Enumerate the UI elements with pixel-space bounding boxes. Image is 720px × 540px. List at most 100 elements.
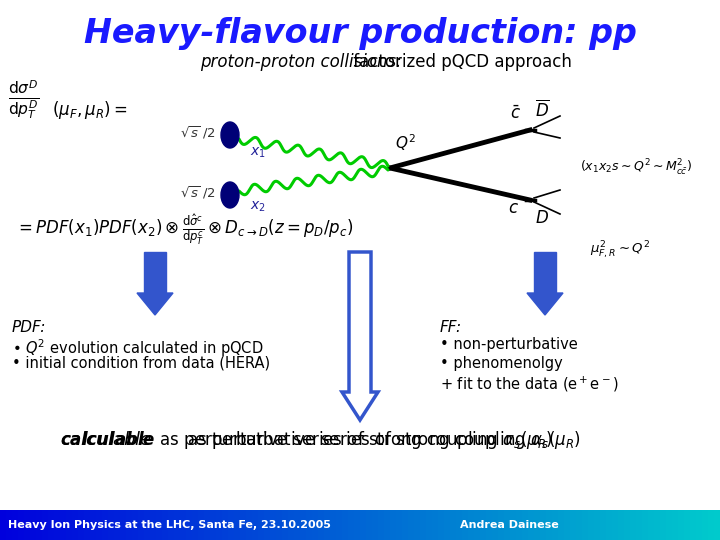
Bar [474, 510, 481, 540]
Bar [606, 510, 613, 540]
Bar [582, 510, 589, 540]
Bar [192, 510, 199, 540]
Bar [642, 510, 649, 540]
Bar [168, 510, 175, 540]
Text: $Q^2$: $Q^2$ [395, 133, 416, 153]
Bar [672, 510, 679, 540]
Text: $\bar{c}$: $\bar{c}$ [510, 105, 521, 123]
Bar [678, 510, 685, 540]
Bar [618, 510, 625, 540]
Bar [228, 510, 235, 540]
Bar [6, 510, 13, 540]
Bar [126, 510, 133, 540]
Text: + fit to the data (e$^+$e$^-$): + fit to the data (e$^+$e$^-$) [440, 375, 618, 394]
Bar [330, 510, 337, 540]
Bar [666, 510, 673, 540]
Bar [516, 510, 523, 540]
Text: $\overline{D}$: $\overline{D}$ [535, 99, 550, 120]
Bar [210, 510, 217, 540]
Text: $c$: $c$ [508, 199, 519, 217]
Bar [180, 510, 187, 540]
Bar [120, 510, 127, 540]
Bar [396, 510, 403, 540]
Bar [294, 510, 301, 540]
Bar [60, 510, 67, 540]
Bar [312, 510, 319, 540]
Text: PDF:: PDF: [12, 320, 46, 335]
Bar [690, 510, 697, 540]
Bar [252, 510, 259, 540]
Bar [234, 510, 241, 540]
Bar [648, 510, 655, 540]
Bar [576, 510, 583, 540]
Bar [354, 510, 361, 540]
Bar [96, 510, 103, 540]
Text: $\frac{\mathrm{d}\sigma^D}{\mathrm{d}p_T^D}$: $\frac{\mathrm{d}\sigma^D}{\mathrm{d}p_T… [8, 78, 40, 122]
Text: as perturbative series of strong coupling $\alpha_s(\mu_R)$: as perturbative series of strong couplin… [182, 429, 581, 451]
Text: Heavy-flavour production: pp: Heavy-flavour production: pp [84, 17, 636, 50]
Bar [156, 510, 163, 540]
Bar [144, 510, 151, 540]
Bar [204, 510, 211, 540]
Bar [654, 510, 661, 540]
Bar [462, 510, 469, 540]
Text: Heavy Ion Physics at the LHC, Santa Fe, 23.10.2005: Heavy Ion Physics at the LHC, Santa Fe, … [8, 520, 331, 530]
Bar [714, 510, 720, 540]
Bar [186, 510, 193, 540]
Bar [132, 510, 139, 540]
Bar [414, 510, 421, 540]
Bar [564, 510, 571, 540]
Polygon shape [342, 252, 378, 420]
Text: $\sqrt{s}$ /2: $\sqrt{s}$ /2 [180, 125, 216, 141]
Bar [480, 510, 487, 540]
Bar [522, 510, 529, 540]
Text: • initial condition from data (HERA): • initial condition from data (HERA) [12, 356, 270, 371]
Bar [282, 510, 289, 540]
Bar [174, 510, 181, 540]
Bar [408, 510, 415, 540]
Text: • $Q^2$ evolution calculated in pQCD: • $Q^2$ evolution calculated in pQCD [12, 337, 264, 359]
Bar [390, 510, 397, 540]
Bar [504, 510, 511, 540]
Bar [258, 510, 265, 540]
Bar [528, 510, 535, 540]
Bar [24, 510, 31, 540]
Bar [270, 510, 277, 540]
Bar [150, 510, 157, 540]
Bar [264, 510, 271, 540]
Bar [456, 510, 463, 540]
Polygon shape [137, 293, 173, 315]
Polygon shape [527, 293, 563, 315]
Bar [222, 510, 229, 540]
Bar [276, 510, 283, 540]
Text: Andrea Dainese: Andrea Dainese [460, 520, 559, 530]
Bar [450, 510, 457, 540]
Bar [84, 510, 91, 540]
Bar [18, 510, 25, 540]
Bar [630, 510, 637, 540]
Bar [438, 510, 445, 540]
Bar [246, 510, 253, 540]
Ellipse shape [221, 182, 239, 208]
Bar [342, 510, 349, 540]
Text: $x_2$: $x_2$ [250, 200, 266, 214]
Bar [90, 510, 97, 540]
Bar [384, 510, 391, 540]
Bar [0, 510, 7, 540]
Bar [492, 510, 499, 540]
Bar [42, 510, 49, 540]
Polygon shape [534, 252, 556, 293]
Text: proton-proton collisions:: proton-proton collisions: [200, 53, 402, 71]
Text: $\mu_{F,R}^2 \sim Q^2$: $\mu_{F,R}^2 \sim Q^2$ [590, 239, 650, 261]
Bar [48, 510, 55, 540]
Bar [486, 510, 493, 540]
Bar [162, 510, 169, 540]
Bar [54, 510, 61, 540]
Bar [324, 510, 331, 540]
Bar [594, 510, 601, 540]
Bar [336, 510, 343, 540]
Bar [306, 510, 313, 540]
Bar [444, 510, 451, 540]
Bar [240, 510, 247, 540]
Bar [558, 510, 565, 540]
